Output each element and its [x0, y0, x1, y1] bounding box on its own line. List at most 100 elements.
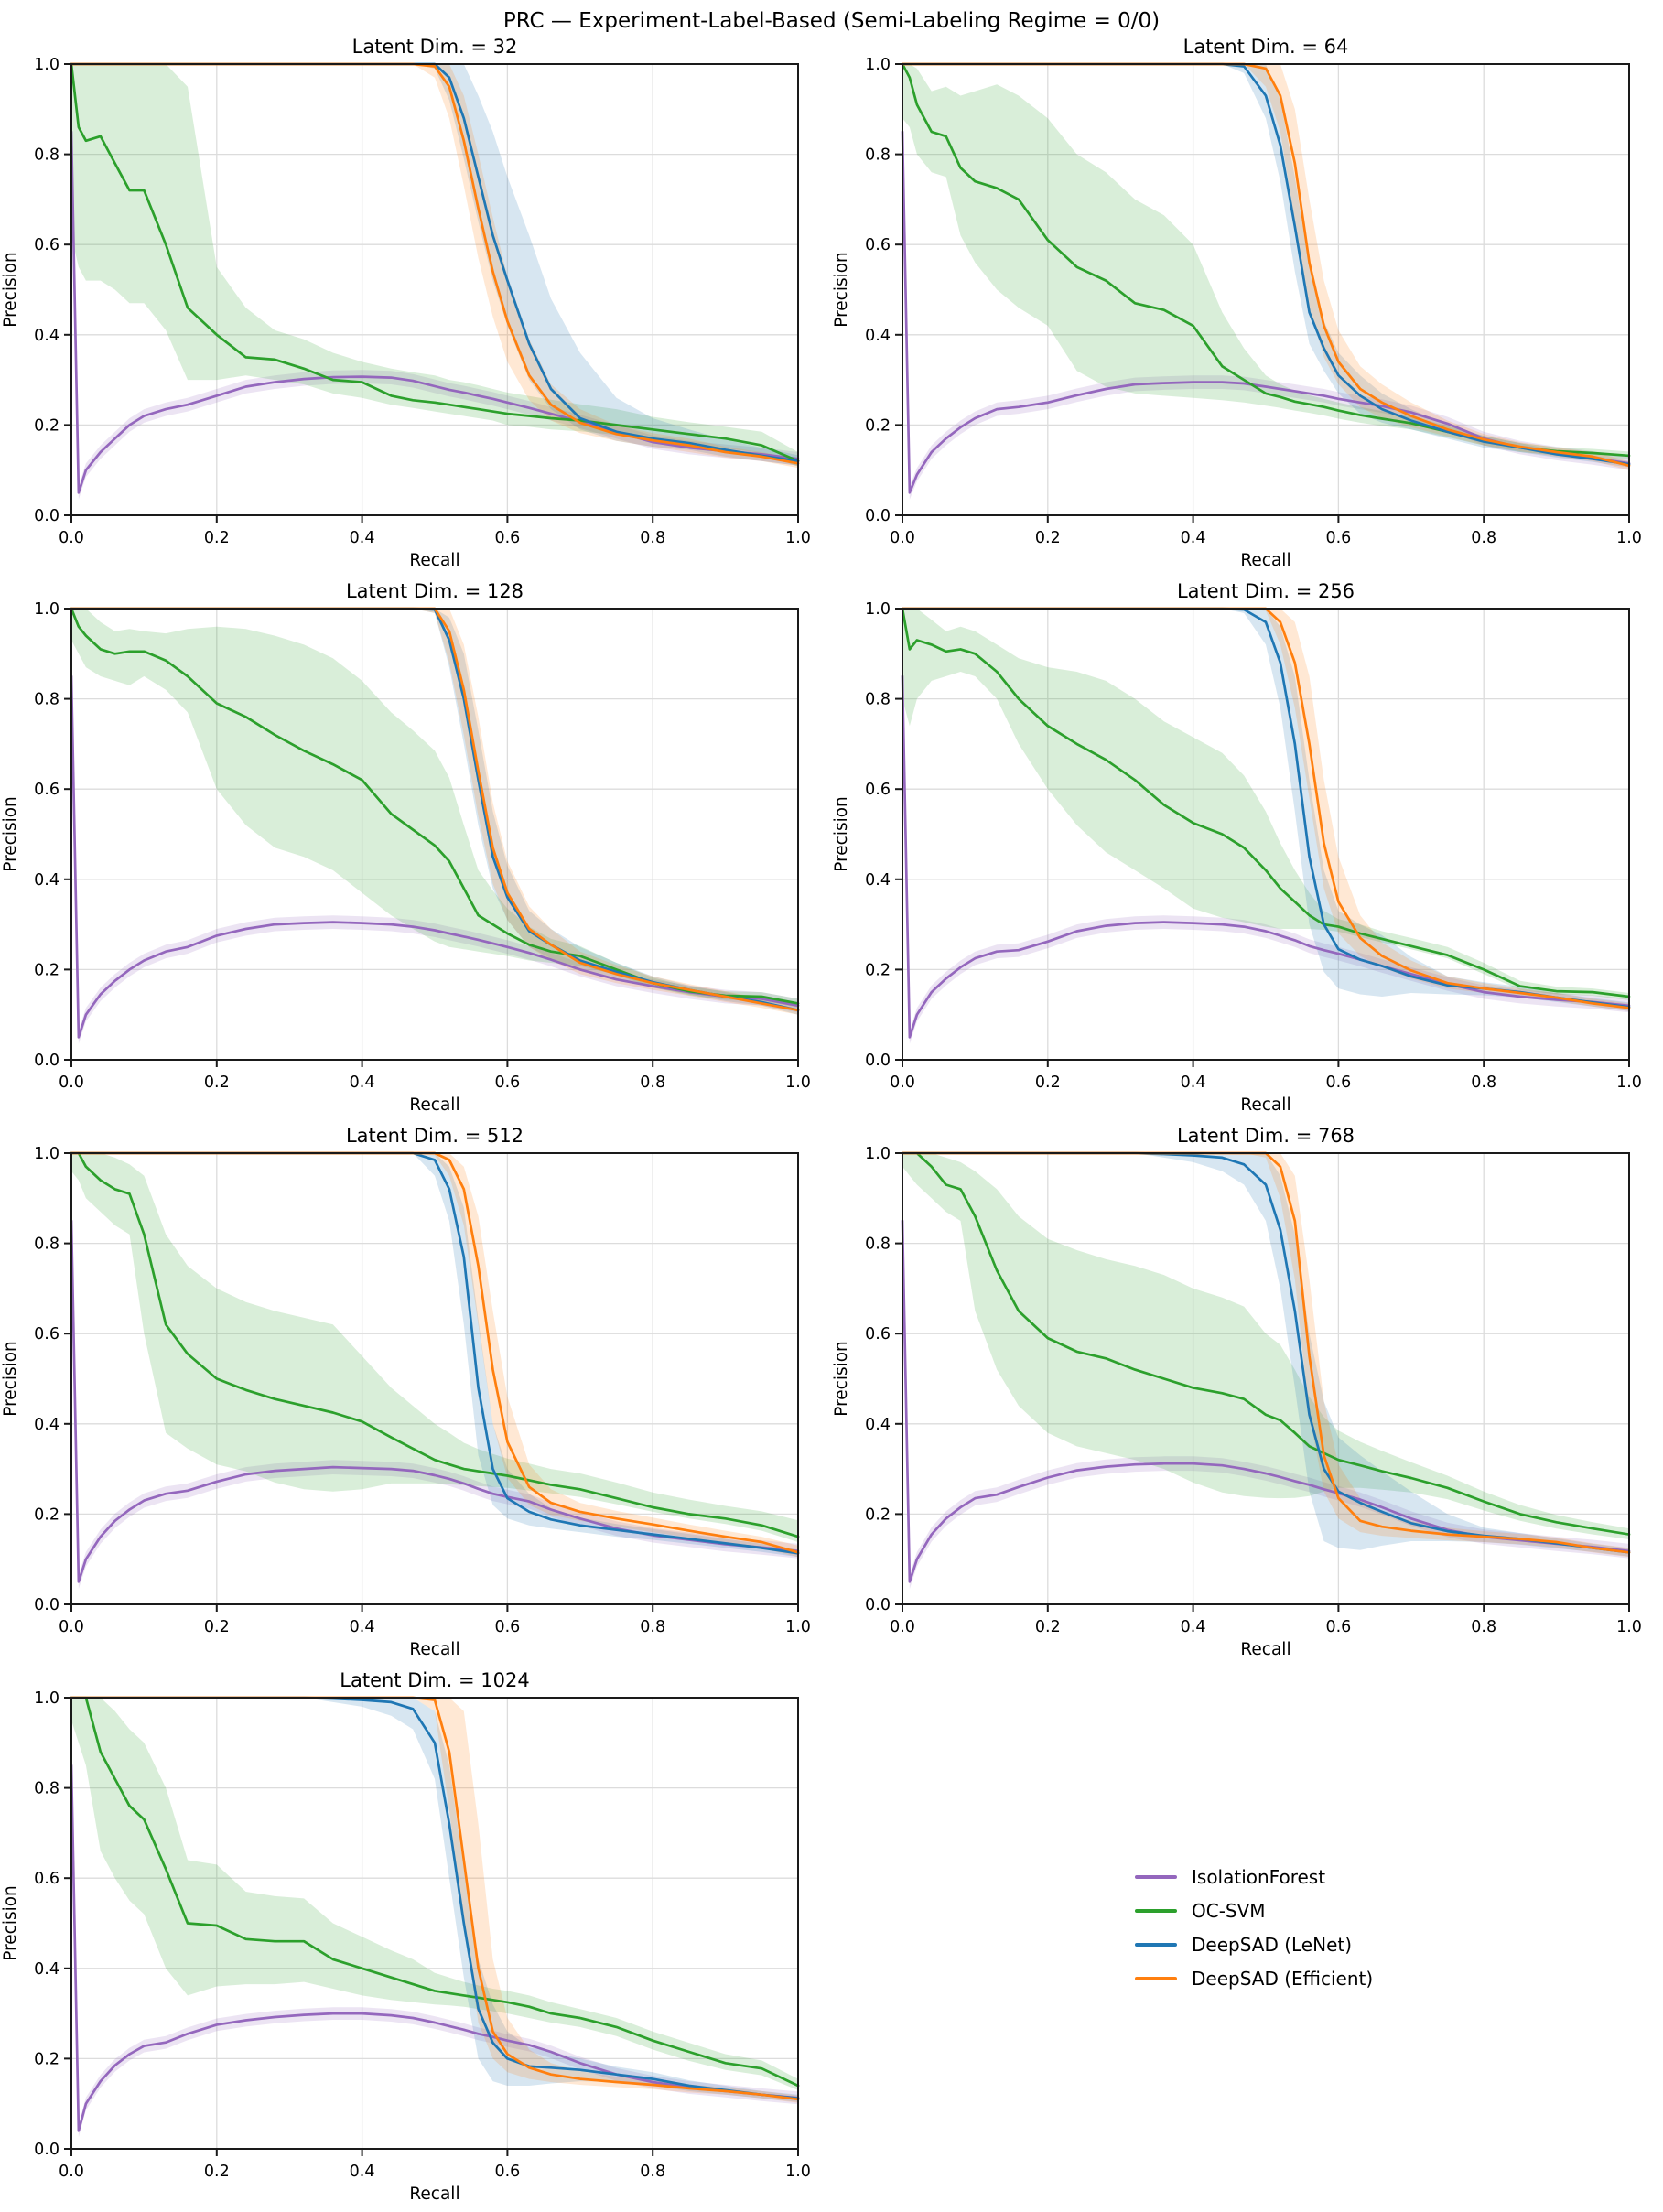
y-tick-label: 0.4	[34, 871, 59, 890]
ocsvm-band	[71, 609, 798, 1008]
subplot-title: Latent Dim. = 32	[352, 36, 518, 58]
y-tick-label: 0.2	[34, 2050, 59, 2068]
subplot-latent-64: 0.0 0.0 0.2 0.2 0.4 0.4 0.6 0.6 0.8 0.8 1.0 1.0 Late…	[831, 33, 1663, 577]
x-tick-label: 0.0	[890, 1618, 915, 1636]
x-tick-label: 0.6	[1325, 529, 1351, 547]
isolationforest-line	[901, 130, 1631, 494]
x-axis-label: Recall	[409, 1640, 459, 1659]
subplot-title: Latent Dim. = 1024	[340, 1669, 529, 1691]
axes-spines	[70, 1152, 799, 1605]
x-axis-label: Recall	[409, 2185, 459, 2204]
axes-spines	[902, 63, 1630, 516]
subplot-latent-1024: 0.0 0.0 0.2 0.2 0.4 0.4 0.6 0.6 0.8 0.8 1.0 1.0 Late…	[0, 1667, 831, 2211]
y-tick-label: 0.0	[34, 1596, 59, 1614]
x-tick-label: 0.4	[350, 2163, 375, 2181]
legend-label: DeepSAD (LeNet)	[1192, 1934, 1353, 1956]
y-tick-label: 0.8	[865, 146, 891, 165]
legend: IsolationForest OC-SVM DeepSAD (LeNet) D…	[1135, 1866, 1373, 1990]
subplot-latent-768: 0.0 0.0 0.2 0.2 0.4 0.4 0.6 0.6 0.8 0.8 1.0 1.0 Late…	[831, 1122, 1663, 1667]
x-tick-label: 0.8	[640, 1074, 665, 1092]
x-tick-label: 0.8	[1471, 1074, 1496, 1092]
subplot-title: Latent Dim. = 64	[1183, 36, 1349, 58]
y-tick-label: 0.0	[34, 507, 59, 525]
x-tick-label: 1.0	[785, 1074, 811, 1092]
subplot-title: Latent Dim. = 768	[1177, 1125, 1355, 1147]
y-tick-label: 0.2	[34, 961, 59, 979]
ocsvm-line	[70, 607, 800, 1005]
y-tick-label: 0.4	[34, 1960, 59, 1979]
x-tick-label: 0.8	[640, 529, 665, 547]
y-tick-label: 0.6	[34, 1325, 59, 1343]
y-tick-label: 0.2	[34, 1505, 59, 1524]
isolationforest-line	[901, 1219, 1631, 1583]
y-tick-label: 0.4	[865, 871, 891, 890]
y-tick-label: 0.4	[34, 327, 59, 345]
legend-item-deepsad-efficient: DeepSAD (Efficient)	[1135, 1968, 1373, 1990]
figure-title: PRC — Experiment-Label-Based (Semi-Label…	[502, 9, 1161, 33]
x-axis-label: Recall	[409, 1095, 459, 1115]
axes-spines	[70, 63, 799, 516]
ocsvm-band	[71, 1698, 798, 2090]
subplot-latent-32: 0.0 0.0 0.2 0.2 0.4 0.4 0.6 0.6 0.8 0.8 1.0 1.0 Late…	[0, 33, 831, 577]
deepsad-efficient-line-swatch	[1135, 1977, 1177, 1980]
x-tick-label: 0.0	[890, 1074, 915, 1092]
y-tick-label: 0.8	[34, 1235, 59, 1254]
deepsad_lenet-band	[71, 1698, 798, 2102]
y-tick-label: 1.0	[34, 1145, 59, 1163]
prc-plot: 0.00.00.20.20.40.40.60.60.80.81.01.0Late…	[1, 1669, 811, 2204]
y-tick-label: 0.0	[865, 1596, 891, 1614]
legend-item-ocsvm: OC-SVM	[1135, 1900, 1373, 1922]
ocsvm-line-swatch	[1135, 1909, 1177, 1913]
x-tick-label: 0.2	[1035, 1618, 1061, 1636]
prc-plot: 0.00.00.20.20.40.40.60.60.80.81.01.0Late…	[832, 36, 1642, 570]
x-tick-label: 0.2	[1035, 529, 1061, 547]
x-tick-label: 0.6	[494, 1074, 520, 1092]
ocsvm-line	[901, 607, 1631, 998]
y-tick-label: 0.2	[34, 416, 59, 435]
isolationforest-line	[70, 674, 800, 1039]
y-tick-label: 0.6	[865, 781, 891, 799]
y-tick-label: 0.6	[865, 1325, 891, 1343]
ocsvm-line	[70, 1696, 800, 2088]
y-tick-label: 0.0	[865, 1052, 891, 1070]
x-tick-label: 0.8	[640, 2163, 665, 2181]
y-tick-label: 0.4	[865, 327, 891, 345]
ocsvm-band	[902, 1153, 1629, 1539]
legend-item-deepsad-lenet: DeepSAD (LeNet)	[1135, 1934, 1373, 1956]
y-tick-label: 1.0	[865, 600, 891, 619]
ocsvm-band	[71, 64, 798, 467]
subplot-grid: 0.0 0.0 0.2 0.2 0.4 0.4 0.6 0.6 0.8 0.8 1.0 1.0 Late…	[0, 33, 1663, 2211]
legend-label: DeepSAD (Efficient)	[1192, 1968, 1374, 1990]
y-tick-label: 0.6	[865, 236, 891, 254]
y-axis-label: Precision	[1, 1341, 20, 1417]
y-axis-label: Precision	[1, 796, 20, 872]
subplot-latent-128: 0.0 0.0 0.2 0.2 0.4 0.4 0.6 0.6 0.8 0.8 1.0 1.0 Late…	[0, 577, 831, 1122]
isolationforest-band	[902, 669, 1629, 1044]
deepsad-lenet-line-swatch	[1135, 1943, 1177, 1947]
x-tick-label: 0.4	[350, 1618, 375, 1636]
y-axis-label: Precision	[832, 252, 851, 328]
x-tick-label: 0.0	[890, 529, 915, 547]
x-tick-label: 0.6	[1325, 1074, 1351, 1092]
prc-plot: 0.00.00.20.20.40.40.60.60.80.81.01.0Late…	[1, 36, 811, 570]
ocsvm-band	[902, 64, 1629, 460]
x-tick-label: 1.0	[1616, 1074, 1642, 1092]
isolationforest-line	[70, 1219, 800, 1583]
x-tick-label: 0.8	[640, 1618, 665, 1636]
ocsvm-line	[901, 1151, 1631, 1536]
x-tick-label: 0.2	[1035, 1074, 1061, 1092]
y-tick-label: 0.2	[865, 961, 891, 979]
y-tick-label: 1.0	[34, 56, 59, 74]
y-tick-label: 0.0	[34, 2141, 59, 2159]
legend-label: IsolationForest	[1192, 1866, 1326, 1888]
axes-spines	[902, 1152, 1630, 1605]
x-axis-label: Recall	[1240, 1640, 1290, 1659]
x-tick-label: 0.0	[59, 1618, 84, 1636]
x-tick-label: 0.4	[1181, 1618, 1206, 1636]
y-tick-label: 1.0	[865, 56, 891, 74]
x-tick-label: 0.4	[350, 529, 375, 547]
prc-plot: 0.00.00.20.20.40.40.60.60.80.81.01.0Late…	[832, 580, 1642, 1115]
isolationforest-band	[71, 1214, 798, 1590]
ocsvm-band	[71, 1153, 798, 1542]
